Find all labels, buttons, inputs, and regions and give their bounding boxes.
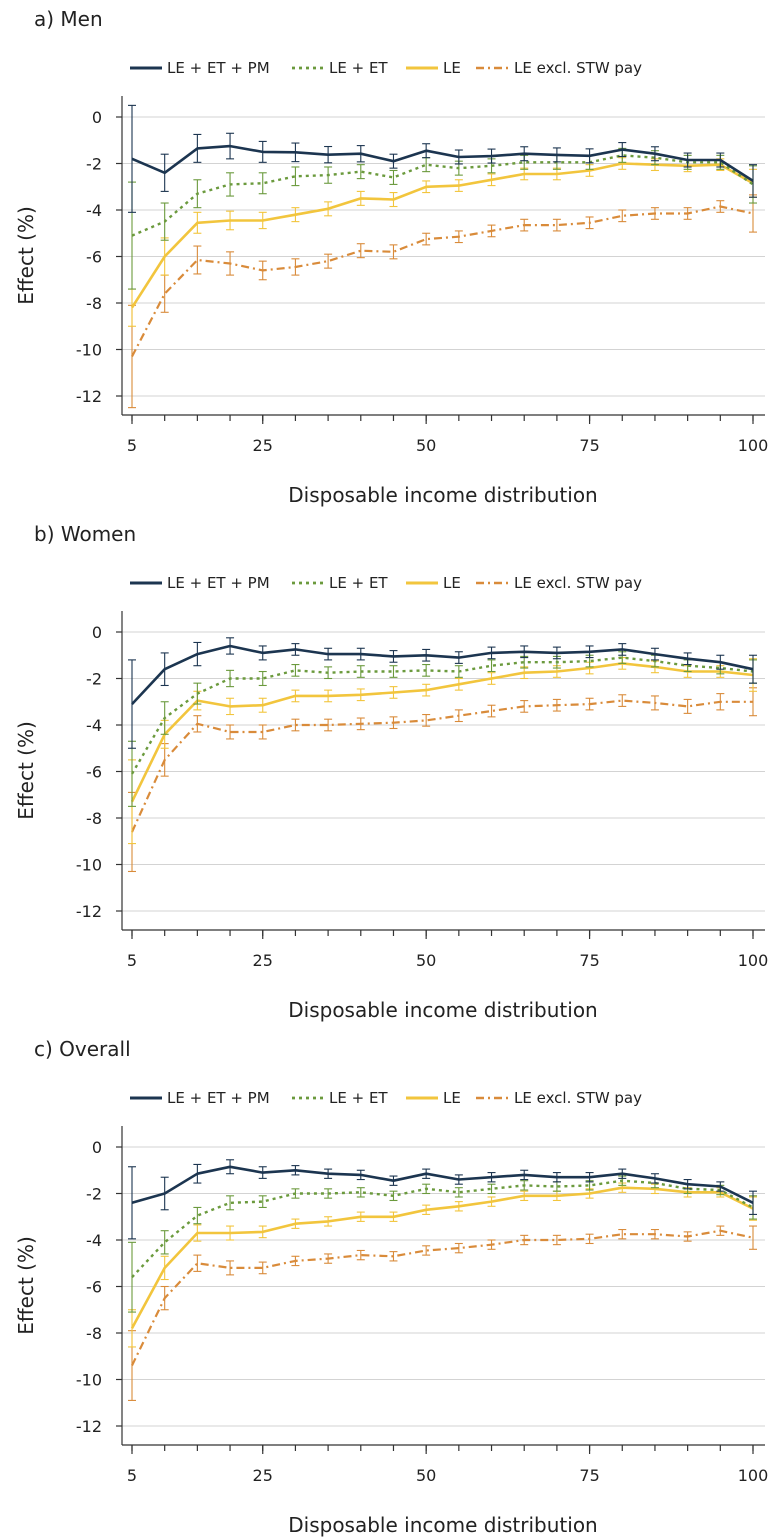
y-tick-label: -4: [86, 716, 102, 735]
y-tick-label: -10: [76, 856, 102, 875]
series-line: [130, 699, 753, 833]
legend-label: LE + ET + PM: [167, 574, 270, 592]
series-line: [130, 1186, 754, 1329]
panel-2: b) Women LE + ET + PM LE + ET LE LE excl. ST…: [14, 522, 768, 1022]
y-tick-label: -12: [76, 387, 102, 406]
series-le-excl-stw-pay: [128, 194, 757, 409]
legend-label: LE + ET: [329, 574, 388, 592]
y-tick-label: -8: [86, 1324, 102, 1343]
x-tick-label: 100: [738, 951, 769, 970]
series-line: [131, 144, 754, 182]
series-le-et-pm: [128, 1159, 757, 1240]
y-tick-label: 0: [92, 623, 102, 642]
x-tick-label: 5: [127, 1466, 137, 1485]
series-le-et-pm: [128, 104, 757, 213]
series-line: [131, 1229, 754, 1366]
series-line: [131, 205, 754, 358]
y-tick-label: -4: [86, 201, 102, 220]
series-line: [131, 154, 754, 237]
x-tick-label: 5: [127, 436, 137, 455]
series-line: [130, 662, 754, 803]
y-tick-label: 0: [92, 1138, 102, 1157]
series-le: [128, 657, 757, 845]
panel-title: b) Women: [34, 522, 136, 546]
x-tick-label: 50: [416, 436, 436, 455]
x-axis-title: Disposable income distribution: [288, 1513, 597, 1537]
series-le-et: [128, 147, 757, 290]
y-tick-label: -10: [76, 341, 102, 360]
y-tick-label: -12: [76, 1417, 102, 1436]
legend-label: LE excl. STW pay: [514, 59, 642, 77]
x-axis-title: Disposable income distribution: [288, 998, 597, 1022]
panel-title: a) Men: [34, 7, 103, 31]
x-axis-title: Disposable income distribution: [288, 483, 597, 507]
x-tick-label: 100: [738, 436, 769, 455]
x-tick-label: 25: [253, 1466, 273, 1485]
x-tick-label: 25: [253, 436, 273, 455]
series-line: [131, 644, 754, 705]
y-axis-title: Effect (%): [14, 1236, 38, 1335]
y-tick-label: -2: [86, 1185, 102, 1204]
series-line: [130, 656, 754, 775]
legend-label: LE excl. STW pay: [514, 1089, 642, 1107]
y-tick-label: -6: [86, 763, 102, 782]
y-tick-label: -8: [86, 294, 102, 313]
y-axis-title: Effect (%): [14, 721, 38, 820]
y-tick-label: -4: [86, 1231, 102, 1250]
y-tick-label: -10: [76, 1371, 102, 1390]
legend-label: LE + ET: [329, 1089, 388, 1107]
y-axis-title: Effect (%): [14, 206, 38, 305]
x-tick-label: 75: [579, 436, 599, 455]
y-tick-label: -6: [86, 248, 102, 267]
x-tick-label: 75: [579, 1466, 599, 1485]
x-tick-label: 100: [738, 1466, 769, 1485]
y-tick-label: -2: [86, 670, 102, 689]
series-le-et: [128, 651, 757, 807]
series-line: [131, 1179, 754, 1279]
legend-label: LE excl. STW pay: [514, 574, 642, 592]
series-le-excl-stw-pay: [128, 687, 757, 873]
legend-label: LE + ET + PM: [167, 1089, 270, 1107]
panel-1: a) Men LE + ET + PM LE + ET LE LE excl. STW …: [14, 7, 768, 507]
x-tick-label: 50: [416, 951, 436, 970]
series-le-et: [128, 1175, 757, 1313]
y-tick-label: -12: [76, 902, 102, 921]
y-tick-label: 0: [92, 108, 102, 127]
legend-label: LE + ET: [329, 59, 388, 77]
series-le-excl-stw-pay: [128, 1225, 757, 1401]
panel-3: c) Overall LE + ET + PM LE + ET LE LE excl. …: [14, 1037, 768, 1537]
series-le-et-pm: [128, 637, 757, 749]
x-tick-label: 25: [253, 951, 273, 970]
y-tick-label: -2: [86, 155, 102, 174]
y-tick-label: -6: [86, 1278, 102, 1297]
x-tick-label: 5: [127, 951, 137, 970]
legend-label: LE: [443, 574, 461, 592]
panel-title: c) Overall: [34, 1037, 131, 1061]
x-tick-label: 50: [416, 1466, 436, 1485]
series-line: [130, 162, 754, 309]
series-le: [128, 157, 757, 327]
legend-label: LE: [443, 59, 461, 77]
legend-label: LE + ET + PM: [167, 59, 270, 77]
x-tick-label: 75: [579, 951, 599, 970]
series-line: [131, 1165, 754, 1205]
y-tick-label: -8: [86, 809, 102, 828]
legend-label: LE: [443, 1089, 461, 1107]
series-le: [128, 1182, 757, 1348]
